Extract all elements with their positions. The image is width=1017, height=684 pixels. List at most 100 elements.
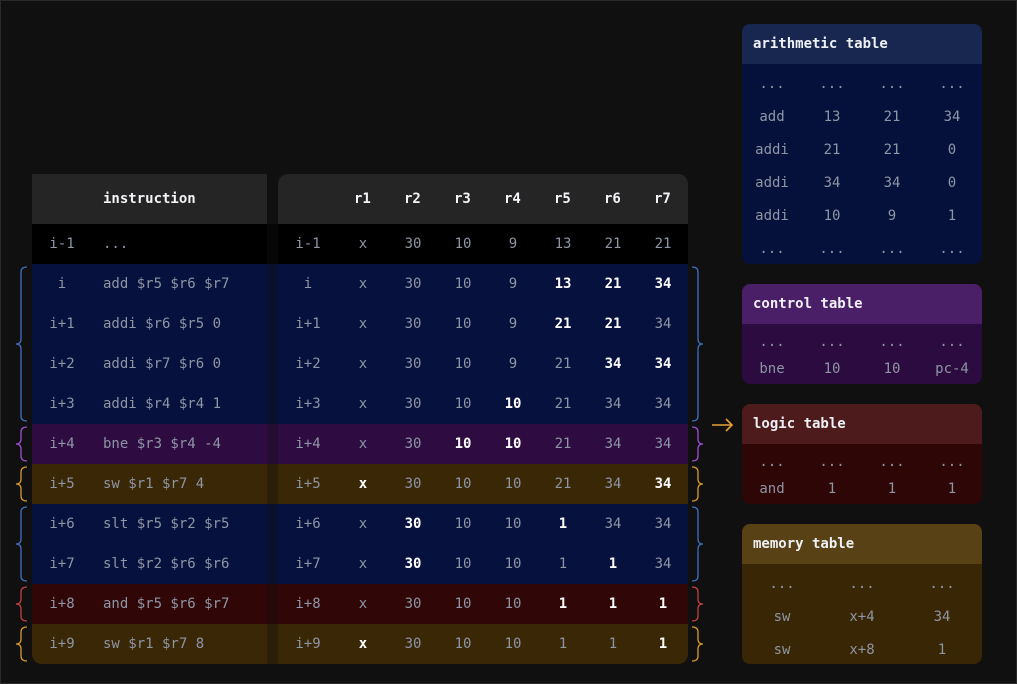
brace-right bbox=[691, 506, 704, 582]
table-row bbox=[32, 264, 688, 304]
register-value-r7: 34 bbox=[654, 396, 672, 412]
brace-left bbox=[15, 506, 28, 582]
register-value-r2: 30 bbox=[404, 476, 422, 492]
register-header: r1 r2 r3 r4 r5 r6 r7 bbox=[278, 174, 688, 224]
register-value-r5: 13 bbox=[554, 236, 572, 252]
instruction-text: slt $r5 $r2 $r5 bbox=[103, 516, 230, 532]
register-value-r1: x bbox=[358, 596, 368, 612]
arrow-right-icon bbox=[712, 418, 734, 432]
memory-table-cell: ... bbox=[849, 576, 875, 592]
memory-table-cell: x+8 bbox=[849, 642, 875, 658]
row-label-right: i+4 bbox=[295, 436, 321, 452]
memory-table-cell: 34 bbox=[933, 609, 951, 625]
row-label-left: i+4 bbox=[49, 436, 75, 452]
arithmetic-table-cell: ... bbox=[939, 76, 965, 92]
arithmetic-table-cell: ... bbox=[759, 241, 785, 257]
table-row bbox=[32, 384, 688, 424]
control-table-cell: ... bbox=[939, 334, 965, 350]
instruction-text: addi $r7 $r6 0 bbox=[103, 356, 222, 372]
instruction-text: slt $r2 $r6 $r6 bbox=[103, 556, 230, 572]
instruction-text: addi $r4 $r4 1 bbox=[103, 396, 222, 412]
brace-right bbox=[691, 626, 704, 662]
row-label-left: i+6 bbox=[49, 516, 75, 532]
table-row bbox=[32, 304, 688, 344]
row-label-left: i+8 bbox=[49, 596, 75, 612]
arithmetic-table-cell: 0 bbox=[947, 175, 957, 191]
register-value-r5: 1 bbox=[558, 556, 568, 572]
register-value-r2: 30 bbox=[404, 276, 422, 292]
table-row bbox=[32, 424, 688, 464]
register-value-r4: 10 bbox=[504, 556, 522, 572]
row-label-right: i bbox=[303, 276, 313, 292]
arithmetic-table-cell: 34 bbox=[823, 175, 841, 191]
logic-table-cell: 1 bbox=[827, 481, 837, 497]
register-value-r7: 21 bbox=[654, 236, 672, 252]
memory-table-cell: ... bbox=[929, 576, 955, 592]
register-value-r5: 21 bbox=[554, 396, 572, 412]
register-value-r1: x bbox=[358, 396, 368, 412]
row-label-right: i+9 bbox=[295, 636, 321, 652]
table-row bbox=[32, 544, 688, 584]
register-value-r4: 10 bbox=[504, 436, 522, 452]
brace-left bbox=[15, 586, 28, 622]
register-value-r4: 10 bbox=[504, 516, 522, 532]
register-header-r5: r5 bbox=[554, 191, 571, 207]
register-header-r6: r6 bbox=[604, 191, 621, 207]
register-value-r3: 10 bbox=[454, 636, 472, 652]
register-value-r3: 10 bbox=[454, 556, 472, 572]
table-row bbox=[32, 624, 688, 664]
control-table-header: control table bbox=[742, 284, 982, 324]
register-value-r1: x bbox=[358, 476, 368, 492]
register-header-r4: r4 bbox=[504, 191, 521, 207]
control-table-cell: 10 bbox=[883, 361, 901, 377]
logic-table-cell: 1 bbox=[887, 481, 897, 497]
instruction-column-header: instruction bbox=[103, 191, 196, 207]
memory-table: memory table......... sw x+4 34 sw x+8 1 bbox=[742, 524, 982, 664]
register-value-r3: 10 bbox=[454, 516, 472, 532]
arithmetic-table-cell: addi bbox=[755, 208, 789, 224]
register-value-r4: 9 bbox=[508, 276, 518, 292]
row-label-left: i-1 bbox=[49, 236, 75, 252]
register-value-r6: 21 bbox=[604, 316, 622, 332]
logic-table-cell: 1 bbox=[947, 481, 957, 497]
register-value-r2: 30 bbox=[404, 516, 422, 532]
arithmetic-table-cell: ... bbox=[819, 241, 845, 257]
arithmetic-table-cell: ... bbox=[879, 76, 905, 92]
memory-table-cell: ... bbox=[769, 576, 795, 592]
register-value-r6: 34 bbox=[604, 396, 622, 412]
register-value-r6: 21 bbox=[604, 236, 622, 252]
row-label-right: i+2 bbox=[295, 356, 321, 372]
register-value-r4: 9 bbox=[508, 316, 518, 332]
control-table-cell: ... bbox=[819, 334, 845, 350]
register-value-r2: 30 bbox=[404, 636, 422, 652]
register-value-r5: 1 bbox=[558, 636, 568, 652]
row-label-left: i+7 bbox=[49, 556, 75, 572]
row-label-left: i bbox=[57, 276, 67, 292]
register-value-r1: x bbox=[358, 276, 368, 292]
memory-table-title: memory table bbox=[753, 536, 855, 552]
table-row bbox=[32, 224, 688, 264]
register-value-r4: 10 bbox=[504, 636, 522, 652]
row-label-right: i+6 bbox=[295, 516, 321, 532]
register-value-r1: x bbox=[358, 236, 368, 252]
logic-table-header: logic table bbox=[742, 404, 982, 444]
arithmetic-table-cell: ... bbox=[759, 76, 785, 92]
register-value-r4: 10 bbox=[504, 476, 522, 492]
control-table-cell: bne bbox=[759, 361, 785, 377]
memory-table-header: memory table bbox=[742, 524, 982, 564]
register-value-r2: 30 bbox=[404, 436, 422, 452]
brace-right bbox=[691, 466, 704, 502]
register-value-r3: 10 bbox=[454, 436, 472, 452]
logic-table-title: logic table bbox=[753, 416, 846, 432]
row-label-left: i+2 bbox=[49, 356, 75, 372]
register-value-r5: 21 bbox=[554, 476, 572, 492]
row-label-left: i+9 bbox=[49, 636, 75, 652]
logic-table-cell: ... bbox=[879, 454, 905, 470]
memory-table-cell: x+4 bbox=[849, 609, 875, 625]
instruction-text: bne $r3 $r4 -4 bbox=[103, 436, 222, 452]
register-value-r6: 34 bbox=[604, 356, 622, 372]
register-value-r4: 10 bbox=[504, 396, 522, 412]
arithmetic-table-cell: 13 bbox=[823, 109, 841, 125]
memory-table-cell: sw bbox=[773, 642, 791, 658]
register-value-r6: 34 bbox=[604, 516, 622, 532]
